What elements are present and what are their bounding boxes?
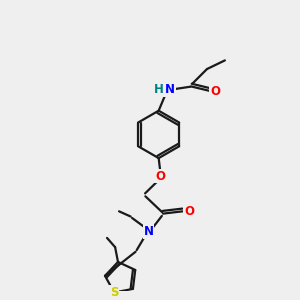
Text: S: S	[110, 286, 118, 299]
Text: O: O	[155, 169, 165, 182]
Text: O: O	[184, 205, 194, 218]
Text: N: N	[165, 83, 175, 96]
Text: H: H	[154, 83, 164, 96]
Text: N: N	[144, 225, 154, 238]
Text: O: O	[210, 85, 220, 98]
